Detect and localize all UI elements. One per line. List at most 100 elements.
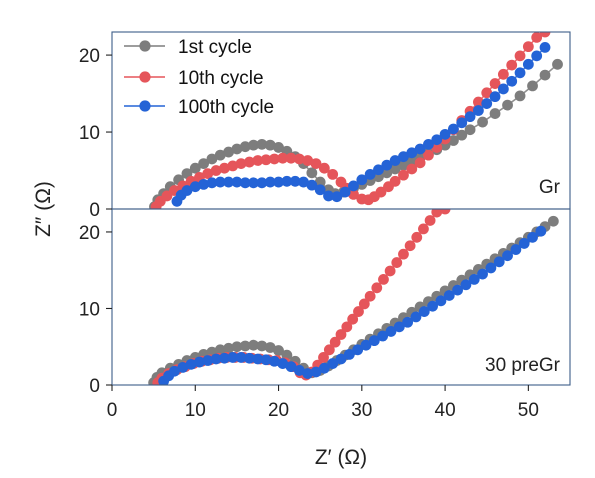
data-point-1st-gr — [214, 149, 226, 161]
data-point-10th-pregr — [341, 321, 353, 333]
y-tick-label: 0 — [89, 200, 100, 221]
data-point-100th-gr — [389, 155, 401, 166]
data-point-100th-pregr — [452, 284, 463, 296]
data-point-10th-gr — [277, 152, 289, 164]
data-point-1st-gr — [464, 124, 476, 136]
y-tick-label: 0 — [89, 376, 100, 397]
data-point-10th-gr — [539, 32, 551, 38]
data-point-10th-gr — [210, 165, 222, 176]
data-point-10th-gr — [293, 153, 305, 165]
data-point-10th-gr — [398, 169, 409, 181]
label-layer: Gr 30 preGr Z′ (Ω) Z″ (Ω) — [32, 177, 561, 469]
data-point-1st-gr — [389, 163, 401, 175]
data-point-10th-gr — [506, 59, 518, 71]
data-point-1st-pregr — [248, 339, 259, 351]
data-point-100th-pregr — [352, 344, 364, 356]
data-point-10th-gr — [235, 158, 247, 170]
data-point-100th-gr — [273, 176, 284, 188]
data-point-1st-gr — [231, 143, 243, 155]
data-point-1st-gr — [264, 139, 276, 151]
data-point-1st-gr — [381, 167, 393, 179]
data-point-100th-pregr — [293, 365, 305, 376]
data-point-100th-gr — [406, 147, 418, 159]
data-point-10th-pregr — [424, 215, 436, 226]
data-point-10th-gr — [497, 68, 509, 80]
data-point-100th-pregr — [510, 244, 522, 255]
x-tick-label: 0 — [107, 400, 118, 421]
data-point-100th-pregr — [360, 339, 372, 351]
data-point-10th-gr — [348, 188, 359, 200]
data-point-10th-pregr — [378, 274, 389, 285]
data-point-100th-gr — [223, 176, 234, 188]
data-point-10th-gr — [227, 160, 239, 172]
data-point-10th-gr — [473, 96, 484, 108]
data-point-10th-gr — [389, 175, 401, 187]
data-point-100th-gr — [256, 177, 268, 189]
data-point-1st-gr — [514, 90, 526, 102]
data-point-10th-gr — [252, 155, 264, 166]
panel-label-pregr: 30 preGr — [485, 355, 561, 376]
data-point-100th-pregr — [535, 225, 547, 237]
data-point-1st-gr — [248, 139, 259, 151]
data-point-100th-gr — [181, 185, 193, 196]
legend: 1st cycle 10th cycle 100th cycle — [124, 37, 274, 118]
data-point-1st-gr — [489, 108, 501, 119]
data-point-10th-gr — [219, 162, 230, 174]
data-point-1st-gr — [552, 58, 563, 70]
data-point-10th-pregr — [384, 265, 396, 277]
legend-marker-1st — [139, 40, 151, 52]
data-point-10th-gr — [161, 190, 173, 202]
data-point-10th-pregr — [329, 336, 341, 348]
data-point-1st-gr — [306, 167, 318, 179]
data-point-10th-pregr — [371, 282, 383, 294]
data-point-10th-gr — [406, 163, 418, 175]
data-point-100th-gr — [289, 175, 301, 187]
data-point-100th-gr — [264, 176, 276, 188]
data-point-1st-gr — [206, 153, 218, 165]
data-point-1st-pregr — [264, 342, 276, 353]
data-point-10th-pregr — [364, 290, 376, 302]
data-point-100th-pregr — [310, 366, 322, 378]
data-point-10th-pregr — [398, 248, 409, 260]
data-point-100th-pregr — [302, 368, 314, 379]
data-point-100th-gr — [356, 174, 368, 186]
data-point-10th-gr — [481, 87, 493, 99]
data-point-10th-gr — [522, 41, 534, 53]
data-point-1st-gr — [527, 80, 538, 92]
data-point-100th-gr — [314, 184, 326, 196]
panel-pregr-data — [148, 209, 559, 385]
data-point-10th-pregr — [353, 306, 364, 317]
x-tick-label: 30 — [351, 400, 372, 421]
x-tick-label: 50 — [518, 400, 539, 421]
data-point-100th-gr — [531, 50, 543, 62]
data-point-100th-gr — [539, 41, 551, 53]
data-point-100th-pregr — [477, 268, 488, 280]
y-tick-label: 20 — [79, 223, 100, 244]
data-point-10th-gr — [431, 142, 443, 153]
plot-layer — [148, 32, 563, 385]
data-point-10th-gr — [310, 158, 322, 170]
panel-gr-data — [149, 32, 563, 209]
data-point-100th-pregr — [335, 353, 347, 365]
data-point-100th-gr — [439, 128, 451, 140]
panel-frame-pregr — [111, 208, 571, 386]
data-point-1st-gr — [502, 99, 513, 111]
data-point-100th-pregr — [244, 352, 255, 364]
data-point-100th-gr — [231, 176, 243, 188]
data-point-100th-gr — [364, 168, 376, 180]
data-point-1st-gr — [456, 129, 468, 141]
data-point-100th-gr — [481, 98, 493, 109]
data-point-1st-gr — [477, 116, 488, 128]
data-point-10th-pregr — [347, 313, 359, 325]
data-point-10th-pregr — [439, 209, 451, 215]
data-point-10th-pregr — [335, 329, 347, 340]
data-point-10th-pregr — [318, 352, 329, 363]
data-point-1st-pregr — [214, 344, 226, 356]
data-point-100th-pregr — [210, 353, 222, 365]
data-point-1st-pregr — [231, 341, 243, 353]
data-point-10th-pregr — [391, 257, 403, 268]
data-point-100th-pregr — [402, 316, 414, 328]
data-point-10th-pregr — [431, 209, 443, 218]
data-point-100th-pregr — [443, 290, 455, 301]
